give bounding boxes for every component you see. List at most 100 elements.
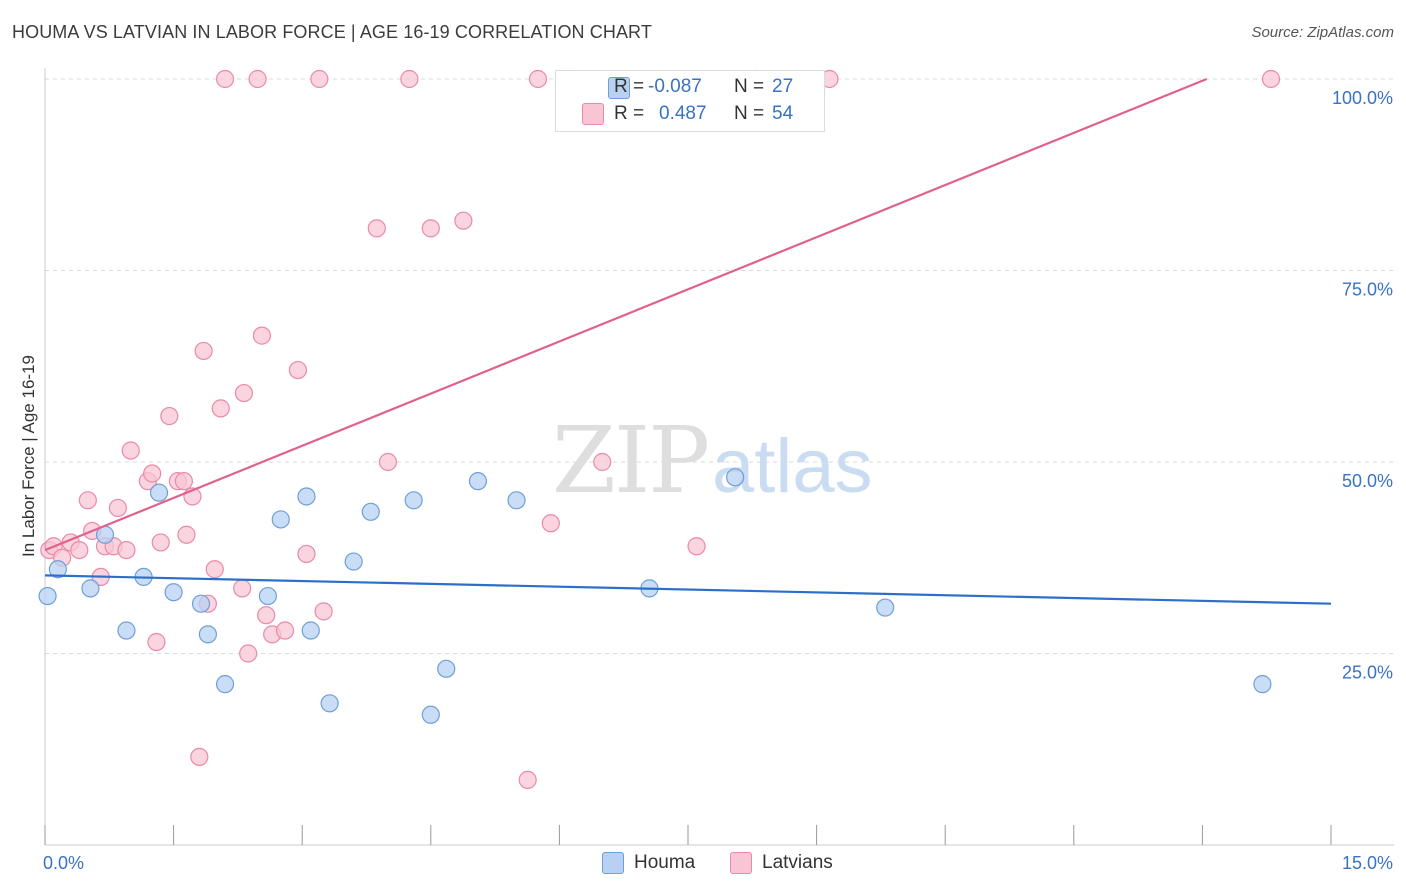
y-tick-label: 25.0% xyxy=(1342,663,1393,683)
watermark: ZIP atlas xyxy=(552,407,873,514)
latvian-point xyxy=(248,69,267,89)
houma-point xyxy=(198,625,217,644)
latvian-point xyxy=(234,383,254,403)
legend-r-label-latvians: R = xyxy=(614,103,645,124)
houma-point xyxy=(437,659,456,678)
legend-r-label-houma: R = xyxy=(614,76,645,97)
watermark-zip: ZIP xyxy=(552,407,708,514)
latvians-legend-swatch xyxy=(730,852,752,874)
legend-label-latvians: Latvians xyxy=(762,852,833,873)
latvian-point xyxy=(143,464,162,483)
houma-point xyxy=(361,502,380,521)
y-tick-label: 50.0% xyxy=(1342,471,1393,491)
houma-point xyxy=(404,491,423,510)
latvian-point xyxy=(297,544,316,564)
series-legend: Houma Latvians xyxy=(0,852,1406,878)
latvian-point xyxy=(518,770,537,789)
chart-title: HOUMA VS LATVIAN IN LABOR FORCE | AGE 16… xyxy=(12,22,652,42)
latvian-point xyxy=(211,399,230,418)
y-tick-label: 100.0% xyxy=(1332,88,1393,108)
houma-point xyxy=(421,705,440,724)
houma-point xyxy=(271,510,290,529)
latvian-point xyxy=(288,360,308,380)
houma-point xyxy=(117,621,136,640)
latvian-point xyxy=(1261,69,1281,89)
latvian-point xyxy=(205,560,224,579)
houma-point xyxy=(38,586,57,606)
houma-point xyxy=(164,583,183,602)
houma-point xyxy=(726,468,745,487)
legend-n-value-latvians: 54 xyxy=(772,103,794,124)
trend-line-latvians xyxy=(44,77,1208,552)
x-tick-label-max: 15.0% xyxy=(1342,853,1393,873)
latvian-point xyxy=(252,326,272,345)
houma-point xyxy=(191,594,211,613)
grid-lines xyxy=(45,78,1394,654)
latvian-point xyxy=(239,644,258,663)
axes xyxy=(44,68,1394,846)
y-tick-label: 75.0% xyxy=(1342,280,1393,300)
latvian-point xyxy=(70,540,89,560)
houma-point xyxy=(215,675,235,694)
houma-point xyxy=(81,579,100,598)
latvian-point xyxy=(194,341,213,361)
houma-point xyxy=(876,598,895,617)
latvian-point xyxy=(190,747,209,767)
series-latvians xyxy=(40,69,1281,789)
latvian-point xyxy=(421,219,440,238)
houma-point xyxy=(297,487,316,506)
trend-line-houma xyxy=(44,574,1332,605)
legend-item-houma[interactable]: Houma xyxy=(602,852,695,874)
watermark-atlas: atlas xyxy=(712,424,873,509)
latvian-point xyxy=(160,406,179,426)
houma-point xyxy=(48,560,67,579)
legend-n-value-houma: 27 xyxy=(772,76,794,97)
houma-point xyxy=(344,552,363,571)
latvian-point xyxy=(177,525,196,544)
legend-r-value-latvians: 0.487 xyxy=(659,103,707,124)
latvian-point xyxy=(151,533,170,552)
houma-point xyxy=(468,472,488,491)
latvian-point xyxy=(117,540,136,560)
correlation-legend: R = -0.087 N = 27 R = 0.487 N = 54 xyxy=(555,70,825,132)
latvian-point xyxy=(215,69,235,89)
houma-legend-swatch xyxy=(602,852,624,874)
source-label: Source: ZipAtlas.com xyxy=(1251,24,1394,41)
latvian-point xyxy=(257,606,276,625)
latvian-point xyxy=(310,69,329,89)
houma-point xyxy=(507,491,526,510)
latvian-point xyxy=(378,452,398,472)
legend-n-label-houma: N = xyxy=(734,76,765,97)
houma-point xyxy=(149,483,169,502)
latvian-point xyxy=(367,219,386,238)
houma-point xyxy=(258,586,278,606)
latvian-point xyxy=(275,621,295,640)
houma-point xyxy=(1253,675,1272,694)
legend-n-label-latvians: N = xyxy=(734,103,765,124)
tick-labels: 25.0% 50.0% 75.0% 100.0% 0.0% 15.0% xyxy=(43,88,1393,873)
legend-item-latvians[interactable]: Latvians xyxy=(730,852,833,874)
latvian-point xyxy=(687,537,706,556)
houma-point xyxy=(320,694,339,713)
latvian-point xyxy=(78,491,97,510)
houma-point xyxy=(301,621,320,640)
latvian-point xyxy=(108,498,127,518)
latvian-point xyxy=(454,211,473,230)
latvian-point xyxy=(121,441,140,460)
latvian-point xyxy=(174,472,193,491)
latvian-point xyxy=(400,69,419,89)
houma-swatch xyxy=(608,77,630,99)
latvians-swatch xyxy=(582,103,604,125)
latvian-point xyxy=(528,69,548,89)
latvian-point xyxy=(314,602,333,621)
x-tick-label-min: 0.0% xyxy=(43,853,84,873)
y-axis-label: In Labor Force | Age 16-19 xyxy=(19,355,38,557)
latvian-point xyxy=(593,452,612,472)
series-houma xyxy=(38,468,1272,724)
latvian-point xyxy=(541,514,560,533)
latvian-point xyxy=(233,579,252,598)
latvian-point xyxy=(147,632,166,652)
legend-label-houma: Houma xyxy=(634,852,696,873)
trend-lines xyxy=(44,77,1332,605)
